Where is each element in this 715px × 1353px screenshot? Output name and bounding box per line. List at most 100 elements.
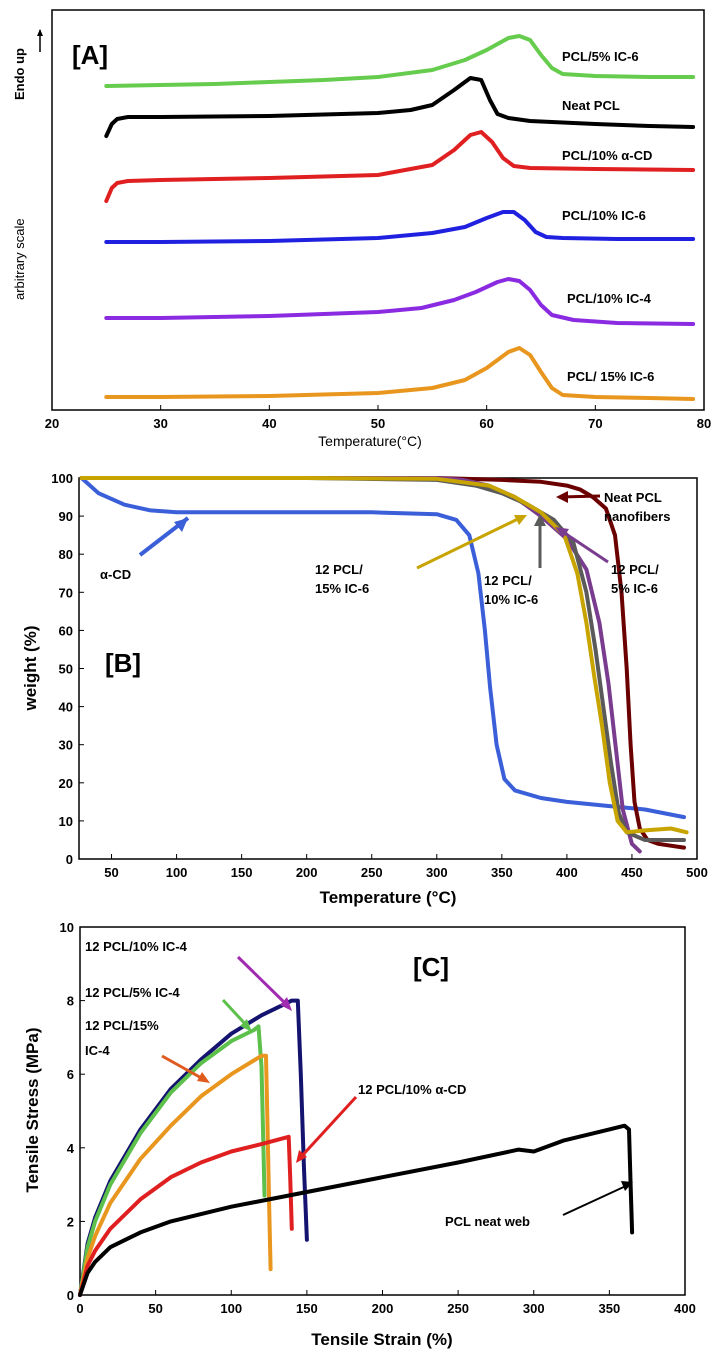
panel-c-label-acd: 12 PCL/10% α-CD [358, 1082, 466, 1097]
panel-b-xtick-label: 300 [426, 865, 448, 880]
panel-a-label-pcl-10-ic4: PCL/10% IC-4 [567, 291, 652, 306]
panel-b-ytick-label: 0 [66, 852, 73, 867]
panel-c-xtick-label: 150 [296, 1301, 318, 1316]
panel-a-series-neat-pcl [104, 76, 696, 138]
panel-c-xtick-label: 100 [220, 1301, 242, 1316]
panel-b-label: [B] [105, 648, 141, 678]
panel-b-series-12-pcl-15-ic-6 [79, 476, 689, 835]
panel-a-xtick-label: 60 [479, 416, 493, 431]
panel-b-arrowhead-10-icon [534, 514, 546, 526]
panel-a-series [104, 34, 696, 401]
panel-b-label-neat-2: nanofibers [604, 509, 670, 524]
panel-b-label-10-1: 12 PCL/ [484, 573, 532, 588]
panel-a-arrow-label: Endo up [12, 48, 27, 100]
panel-b-xtick-label: 250 [361, 865, 383, 880]
panel-a-xtick-label: 30 [153, 416, 167, 431]
panel-b-label-acd: α-CD [100, 567, 131, 582]
panel-a-label-pcl-10-acd: PCL/10% α-CD [562, 148, 652, 163]
panel-c-ytick-label: 10 [60, 920, 74, 935]
panel-a-dsc-chart: [A] Endo up arbitrary scale 20 30 40 50 60 70… [12, 9, 711, 449]
panel-b-series [79, 476, 689, 854]
panel-c-series-pcl-neat-web [78, 1123, 635, 1297]
panel-c-label-10ic4: 12 PCL/10% IC-4 [85, 939, 188, 954]
panel-b-xtick-label: 150 [231, 865, 253, 880]
panel-a-label-pcl-5-ic6: PCL/5% IC-6 [562, 49, 639, 64]
panel-c-label-neat: PCL neat web [445, 1214, 530, 1229]
panel-a-series-pcl-5-ic-6 [104, 34, 696, 88]
panel-c-xtick-label: 200 [372, 1301, 394, 1316]
panel-c-arrow-acd [298, 1095, 358, 1160]
panel-b-tga-chart: [B] weight (%) Temperature (°C) 50 100 150… [21, 471, 708, 907]
panel-c-tensile-chart: [C] Tensile Stress (MPa) Tensile Strain … [23, 920, 696, 1349]
panel-c-arrow-15ic4 [161, 1054, 206, 1082]
panel-b-ytick-label: 60 [59, 623, 73, 638]
panel-c-ytick-label: 0 [67, 1288, 74, 1303]
panel-b-arrow-15 [416, 515, 523, 570]
panel-b-ytick-label: 30 [59, 738, 73, 753]
panel-a-series-pcl-15-ic-6 [104, 346, 696, 401]
panel-a-label-pcl-15-ic6: PCL/ 15% IC-6 [567, 369, 654, 384]
panel-a-label: [A] [72, 40, 108, 70]
panel-c-arrow-neat [562, 1184, 629, 1216]
panel-c-arrow-10ic4 [236, 955, 289, 1007]
panel-b-label-15-1: 12 PCL/ [315, 562, 363, 577]
panel-b-ytick-label: 10 [59, 814, 73, 829]
panel-c-series-12-pcl-10-cd [78, 1134, 294, 1297]
panel-c-xtick-label: 400 [674, 1301, 696, 1316]
panel-c-series-12-pcl-15-ic-4 [78, 1053, 273, 1297]
panel-b-ytick-label: 90 [59, 509, 73, 524]
panel-c-xtick-label: 350 [599, 1301, 621, 1316]
panel-a-xlabel: Temperature(°C) [318, 433, 422, 449]
panel-c-xtick-label: 300 [523, 1301, 545, 1316]
panel-a-xtick-label: 50 [371, 416, 385, 431]
panel-c-label-5ic4: 12 PCL/5% IC-4 [85, 985, 180, 1000]
panel-b-xtick-label: 100 [166, 865, 188, 880]
panel-a-series-pcl-10-cd [104, 130, 696, 203]
panel-b-ytick-label: 80 [59, 547, 73, 562]
panel-b-arrowhead-5-icon [555, 527, 569, 538]
panel-c-xtick-label: 250 [447, 1301, 469, 1316]
panel-c-xtick-label: 50 [148, 1301, 162, 1316]
panel-c-ytick-label: 4 [67, 1141, 75, 1156]
panel-b-label-10-2: 10% IC-6 [484, 592, 538, 607]
panel-c-label: [C] [413, 952, 449, 982]
panel-a-x-ticks: 20 30 40 50 60 70 80 [45, 405, 711, 431]
panel-c-series [78, 998, 635, 1297]
panel-b-xlabel: Temperature (°C) [320, 888, 457, 907]
panel-a-series-pcl-10-ic-6 [104, 210, 696, 244]
panel-b-ticks: 50 100 150 200 250 300 350 400 450 500 0 10 20 30 40 50… [51, 471, 708, 880]
panel-b-label-5-2: 5% IC-6 [611, 581, 658, 596]
panel-b-xtick-label: 500 [686, 865, 708, 880]
panel-b-arrowhead-neat-icon [556, 491, 568, 503]
panel-c-xtick-label: 0 [76, 1301, 83, 1316]
panel-b-ytick-label: 50 [59, 662, 73, 677]
panel-b-xtick-label: 350 [491, 865, 513, 880]
panel-b-ytick-label: 20 [59, 776, 73, 791]
panel-b-xtick-label: 200 [296, 865, 318, 880]
panel-c-label-15ic4-2: IC-4 [85, 1043, 110, 1058]
panel-c-series-12-pcl-5-ic-4 [78, 1024, 267, 1297]
panel-b-ytick-label: 40 [59, 700, 73, 715]
panel-c-arrowhead-10ic4-icon [280, 997, 292, 1011]
panel-a-series-pcl-10-ic-4 [104, 277, 696, 326]
panel-a-xtick-label: 20 [45, 416, 59, 431]
panel-c-frame [79, 926, 686, 1296]
panel-a-ylabel: arbitrary scale [12, 218, 27, 300]
panel-c-ylabel: Tensile Stress (MPa) [23, 1027, 42, 1192]
panel-a-xtick-label: 80 [697, 416, 711, 431]
panel-b-ylabel: weight (%) [21, 626, 40, 712]
panel-b-xtick-label: 450 [621, 865, 643, 880]
panel-b-series-cd [79, 476, 686, 820]
panel-c-ytick-label: 2 [67, 1214, 74, 1229]
panel-c-xlabel: Tensile Strain (%) [311, 1330, 452, 1349]
panel-a-label-neat-pcl: Neat PCL [562, 98, 620, 113]
panel-b-ytick-label: 100 [51, 471, 73, 486]
panel-b-xtick-label: 50 [104, 865, 118, 880]
panel-a-xtick-label: 40 [262, 416, 276, 431]
panel-c-ticks: 0 50 100 150 200 250 300 350 400 0 2 4 6 8 10 [60, 920, 696, 1316]
panel-b-label-5-1: 12 PCL/ [611, 562, 659, 577]
panel-b-arrowhead-15-icon [514, 515, 527, 525]
panel-a-label-pcl-10-ic6: PCL/10% IC-6 [562, 208, 646, 223]
panel-c-arrowhead-neat-icon [621, 1181, 633, 1191]
